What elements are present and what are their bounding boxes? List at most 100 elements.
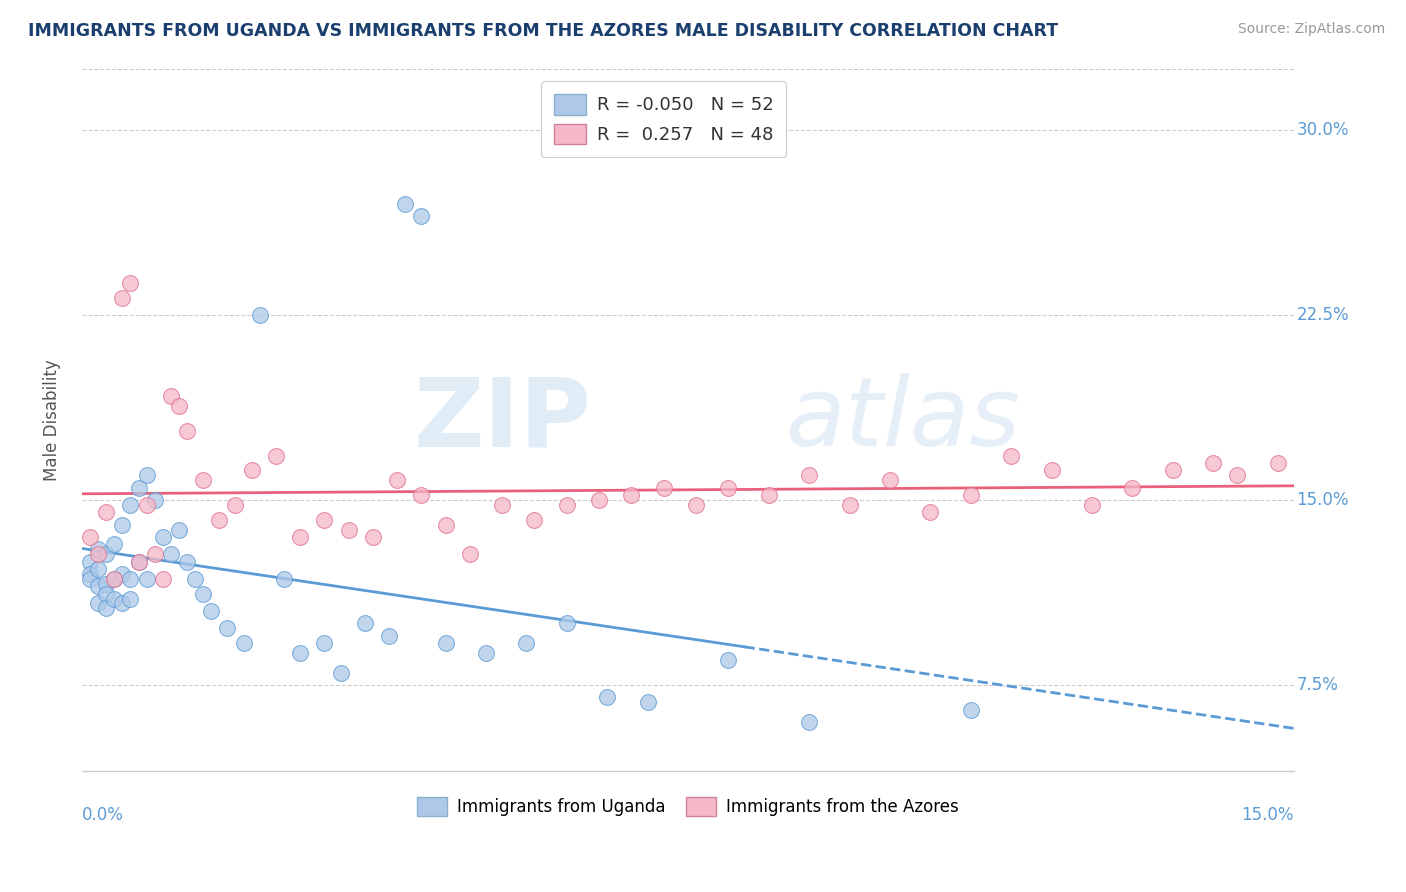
Point <box>111 597 134 611</box>
Text: 15.0%: 15.0% <box>1241 806 1294 824</box>
Point <box>799 714 821 729</box>
Point <box>288 530 311 544</box>
Point <box>1121 481 1143 495</box>
Point <box>838 498 860 512</box>
Text: 30.0%: 30.0% <box>1296 121 1348 139</box>
Point <box>288 646 311 660</box>
Point <box>143 547 166 561</box>
Point <box>87 562 110 576</box>
Point <box>1226 468 1249 483</box>
Point <box>434 517 457 532</box>
Point <box>103 537 125 551</box>
Point <box>491 498 513 512</box>
Point <box>475 646 498 660</box>
Point <box>152 530 174 544</box>
Point <box>176 555 198 569</box>
Point <box>128 555 150 569</box>
Point <box>264 449 287 463</box>
Point <box>96 601 118 615</box>
Text: 15.0%: 15.0% <box>1296 491 1348 509</box>
Point <box>176 424 198 438</box>
Text: ZIP: ZIP <box>413 374 591 467</box>
Point <box>167 399 190 413</box>
Point <box>717 653 740 667</box>
Point <box>1267 456 1289 470</box>
Point <box>314 513 336 527</box>
Point <box>79 555 101 569</box>
Point <box>96 505 118 519</box>
Point <box>87 597 110 611</box>
Point <box>111 566 134 581</box>
Point <box>879 473 901 487</box>
Point <box>353 616 375 631</box>
Legend: Immigrants from Uganda, Immigrants from the Azores: Immigrants from Uganda, Immigrants from … <box>411 790 966 822</box>
Point <box>143 492 166 507</box>
Point <box>361 530 384 544</box>
Point <box>232 636 254 650</box>
Point <box>120 572 142 586</box>
Point <box>717 481 740 495</box>
Point <box>111 517 134 532</box>
Point <box>120 276 142 290</box>
Point <box>555 616 578 631</box>
Point <box>191 587 214 601</box>
Point <box>87 579 110 593</box>
Point <box>1161 463 1184 477</box>
Point <box>184 572 207 586</box>
Point <box>120 591 142 606</box>
Point <box>87 542 110 557</box>
Point <box>434 636 457 650</box>
Point <box>160 389 183 403</box>
Point <box>96 576 118 591</box>
Text: IMMIGRANTS FROM UGANDA VS IMMIGRANTS FROM THE AZORES MALE DISABILITY CORRELATION: IMMIGRANTS FROM UGANDA VS IMMIGRANTS FRO… <box>28 22 1059 40</box>
Point <box>191 473 214 487</box>
Point <box>411 488 433 502</box>
Point <box>515 636 537 650</box>
Point <box>959 702 981 716</box>
Point <box>103 591 125 606</box>
Point <box>329 665 352 680</box>
Point <box>167 523 190 537</box>
Text: atlas: atlas <box>785 374 1019 467</box>
Point <box>103 572 125 586</box>
Point <box>637 695 659 709</box>
Point <box>135 498 157 512</box>
Point <box>411 210 433 224</box>
Text: 0.0%: 0.0% <box>82 806 124 824</box>
Point <box>378 628 401 642</box>
Point <box>620 488 643 502</box>
Point <box>273 572 295 586</box>
Text: 22.5%: 22.5% <box>1296 306 1350 324</box>
Point <box>1000 449 1022 463</box>
Point <box>160 547 183 561</box>
Point <box>314 636 336 650</box>
Point <box>758 488 780 502</box>
Text: Source: ZipAtlas.com: Source: ZipAtlas.com <box>1237 22 1385 37</box>
Point <box>128 481 150 495</box>
Point <box>208 513 231 527</box>
Point <box>394 197 416 211</box>
Point <box>96 587 118 601</box>
Point <box>458 547 481 561</box>
Point <box>120 498 142 512</box>
Point <box>87 547 110 561</box>
Y-axis label: Male Disability: Male Disability <box>44 359 60 481</box>
Point <box>249 308 271 322</box>
Point <box>240 463 263 477</box>
Point <box>79 530 101 544</box>
Point <box>1040 463 1063 477</box>
Point <box>128 555 150 569</box>
Point <box>920 505 942 519</box>
Point <box>135 468 157 483</box>
Point <box>217 621 239 635</box>
Point <box>685 498 707 512</box>
Point <box>523 513 546 527</box>
Point <box>135 572 157 586</box>
Point <box>337 523 360 537</box>
Point <box>103 572 125 586</box>
Point <box>799 468 821 483</box>
Point <box>200 604 222 618</box>
Point <box>111 291 134 305</box>
Point <box>152 572 174 586</box>
Point <box>959 488 981 502</box>
